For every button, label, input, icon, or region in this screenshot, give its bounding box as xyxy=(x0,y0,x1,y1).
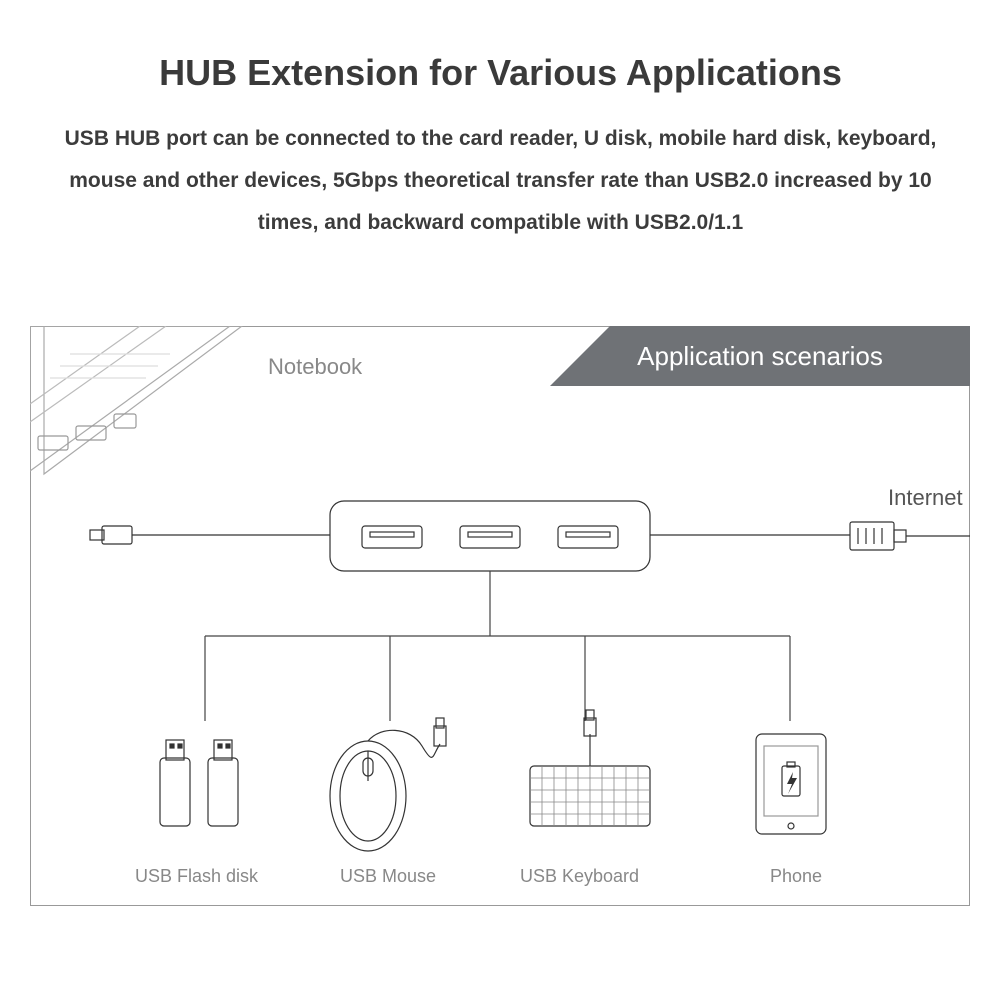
keyboard-label: USB Keyboard xyxy=(520,866,639,887)
page-title: HUB Extension for Various Applications xyxy=(0,52,1001,94)
phone-icon xyxy=(756,734,826,834)
ethernet-plug-icon xyxy=(650,522,970,550)
usb-plug-left-icon xyxy=(90,526,330,544)
description-text: USB HUB port can be connected to the car… xyxy=(60,118,941,244)
connection-tree xyxy=(205,571,790,721)
mouse-label: USB Mouse xyxy=(340,866,436,887)
mouse-icon xyxy=(330,718,446,851)
keyboard-icon xyxy=(530,710,650,826)
flash-drive-icon xyxy=(160,740,238,826)
hub-diagram xyxy=(30,326,970,906)
hub-icon xyxy=(330,501,650,571)
phone-label: Phone xyxy=(770,866,822,887)
notebook-icon xyxy=(30,326,242,474)
flash-label: USB Flash disk xyxy=(135,866,258,887)
